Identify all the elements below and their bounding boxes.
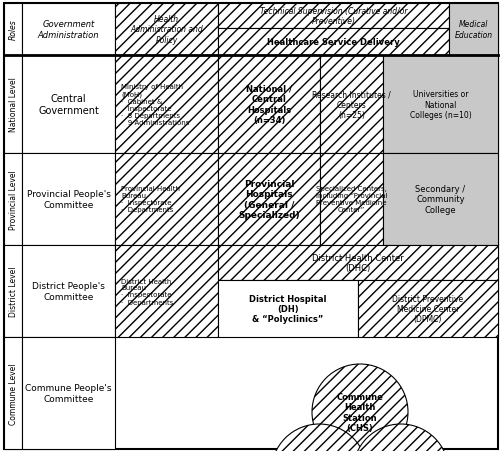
Text: District Health Center
(DHC): District Health Center (DHC) xyxy=(312,253,404,272)
Text: Provincial Level: Provincial Level xyxy=(8,170,18,230)
Text: National /
Central
Hospitals
(n=34): National / Central Hospitals (n=34) xyxy=(246,85,292,125)
Circle shape xyxy=(312,364,408,451)
Text: Universities or
National
Colleges (n=10): Universities or National Colleges (n=10) xyxy=(410,90,472,120)
Text: Specialized Centers,
including “Provincial
Preventive Medicine
Center”: Specialized Centers, including “Provinci… xyxy=(316,186,387,213)
Bar xyxy=(4,337,22,449)
Bar xyxy=(383,154,498,245)
Text: Commune Level: Commune Level xyxy=(8,363,18,424)
Bar xyxy=(22,154,115,245)
Bar xyxy=(383,56,498,154)
Text: Health
Administration and
Policy: Health Administration and Policy xyxy=(130,15,203,45)
Bar xyxy=(115,4,218,56)
Text: Research Institutes /
Centers
(n=25): Research Institutes / Centers (n=25) xyxy=(312,90,391,120)
Text: District Preventive
Medicine Center
(DPMC): District Preventive Medicine Center (DPM… xyxy=(392,294,464,324)
Text: Government
Administration: Government Administration xyxy=(38,20,100,40)
Text: Secondary /
Community
College: Secondary / Community College xyxy=(416,185,466,214)
Bar xyxy=(115,56,218,154)
Text: District People's
Committee: District People's Committee xyxy=(32,282,105,301)
Bar xyxy=(22,245,115,337)
Bar xyxy=(218,281,358,337)
Text: Provincial People's
Committee: Provincial People's Committee xyxy=(26,190,110,209)
Bar xyxy=(22,56,115,154)
Text: Provincial Health
Bureau
·  Inspectorate
·  Departments: Provincial Health Bureau · Inspectorate … xyxy=(121,186,180,213)
Bar xyxy=(22,4,115,56)
Bar xyxy=(4,245,22,337)
Text: Ministry of Health
(MoH)
·  Cabinet &
   Inspectorate
·  8 Departments
·  9 Admi: Ministry of Health (MoH) · Cabinet & Ins… xyxy=(121,84,190,125)
Bar xyxy=(218,154,320,245)
Text: District Hospital
(DH)
& “Polyclinics”: District Hospital (DH) & “Polyclinics” xyxy=(249,294,327,324)
Bar xyxy=(320,154,383,245)
Circle shape xyxy=(271,424,367,451)
Text: Provincial
Hospitals
(General /
Specialized): Provincial Hospitals (General / Speciali… xyxy=(238,179,300,220)
Text: National Level: National Level xyxy=(8,78,18,132)
Text: District Health
Bureau
·  Inspectorate
·  Departments: District Health Bureau · Inspectorate · … xyxy=(121,278,174,305)
Bar xyxy=(320,56,383,154)
Bar xyxy=(218,245,498,281)
Bar xyxy=(4,4,22,56)
Bar xyxy=(218,4,449,29)
Bar xyxy=(4,56,22,154)
Bar xyxy=(358,281,498,337)
Text: Commune
Health
Station
(CHS): Commune Health Station (CHS) xyxy=(336,392,384,432)
Text: Commune People's
Committee: Commune People's Committee xyxy=(26,383,112,403)
Bar xyxy=(218,56,320,154)
Bar xyxy=(115,154,218,245)
Text: Central
Government: Central Government xyxy=(38,94,99,115)
Circle shape xyxy=(353,424,449,451)
Bar xyxy=(22,337,115,449)
Bar xyxy=(4,154,22,245)
Bar xyxy=(218,29,449,56)
Text: Technical Supervision (Curative and/or
Preventive): Technical Supervision (Curative and/or P… xyxy=(260,7,407,26)
Text: Medical
Education: Medical Education xyxy=(454,20,492,40)
Text: District Level: District Level xyxy=(8,266,18,317)
Bar xyxy=(449,4,498,56)
Text: Healthcare Service Delivery: Healthcare Service Delivery xyxy=(267,38,400,47)
Bar xyxy=(115,245,218,337)
Text: Roles: Roles xyxy=(8,19,18,40)
